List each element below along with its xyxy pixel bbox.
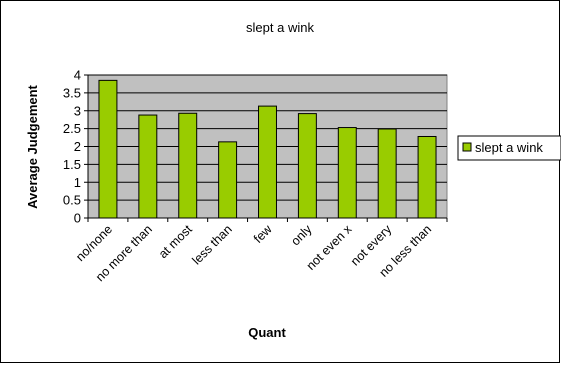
bar-at-most bbox=[178, 112, 198, 219]
y-tick-label: 1 bbox=[74, 175, 81, 190]
legend-box bbox=[457, 135, 561, 161]
y-tick-label: 4 bbox=[74, 68, 81, 83]
y-tick-label: 2 bbox=[74, 139, 81, 154]
y-tick-label: 2.5 bbox=[63, 121, 81, 136]
y-axis-title: Average Judgement bbox=[25, 84, 40, 208]
bar-few bbox=[258, 105, 277, 219]
bar-only bbox=[297, 113, 317, 219]
legend: slept a wink bbox=[457, 135, 561, 161]
chart-title: slept a wink bbox=[246, 20, 314, 35]
bar-no-none bbox=[98, 79, 118, 219]
bar-not-every bbox=[377, 128, 397, 219]
x-axis-title: Quant bbox=[248, 325, 286, 340]
legend-swatch-slept-a-wink bbox=[462, 142, 472, 152]
y-tick-label: 3.5 bbox=[63, 85, 81, 100]
bar-no-more-than bbox=[138, 114, 158, 219]
bar-not-even-x bbox=[337, 127, 357, 219]
y-tick-labels: 0 0.5 1 1.5 2 2.5 3 3.5 4 bbox=[63, 68, 81, 226]
bar-no-less-than bbox=[417, 135, 437, 219]
bar-less-than bbox=[218, 141, 238, 219]
y-tick-label: 0.5 bbox=[63, 193, 81, 208]
legend-label-slept-a-wink: slept a wink bbox=[475, 140, 543, 155]
y-tick-label: 1.5 bbox=[63, 157, 81, 172]
bars bbox=[98, 79, 437, 219]
axes bbox=[84, 74, 448, 222]
y-tick-label: 3 bbox=[74, 103, 81, 118]
y-tick-label: 0 bbox=[74, 211, 81, 226]
